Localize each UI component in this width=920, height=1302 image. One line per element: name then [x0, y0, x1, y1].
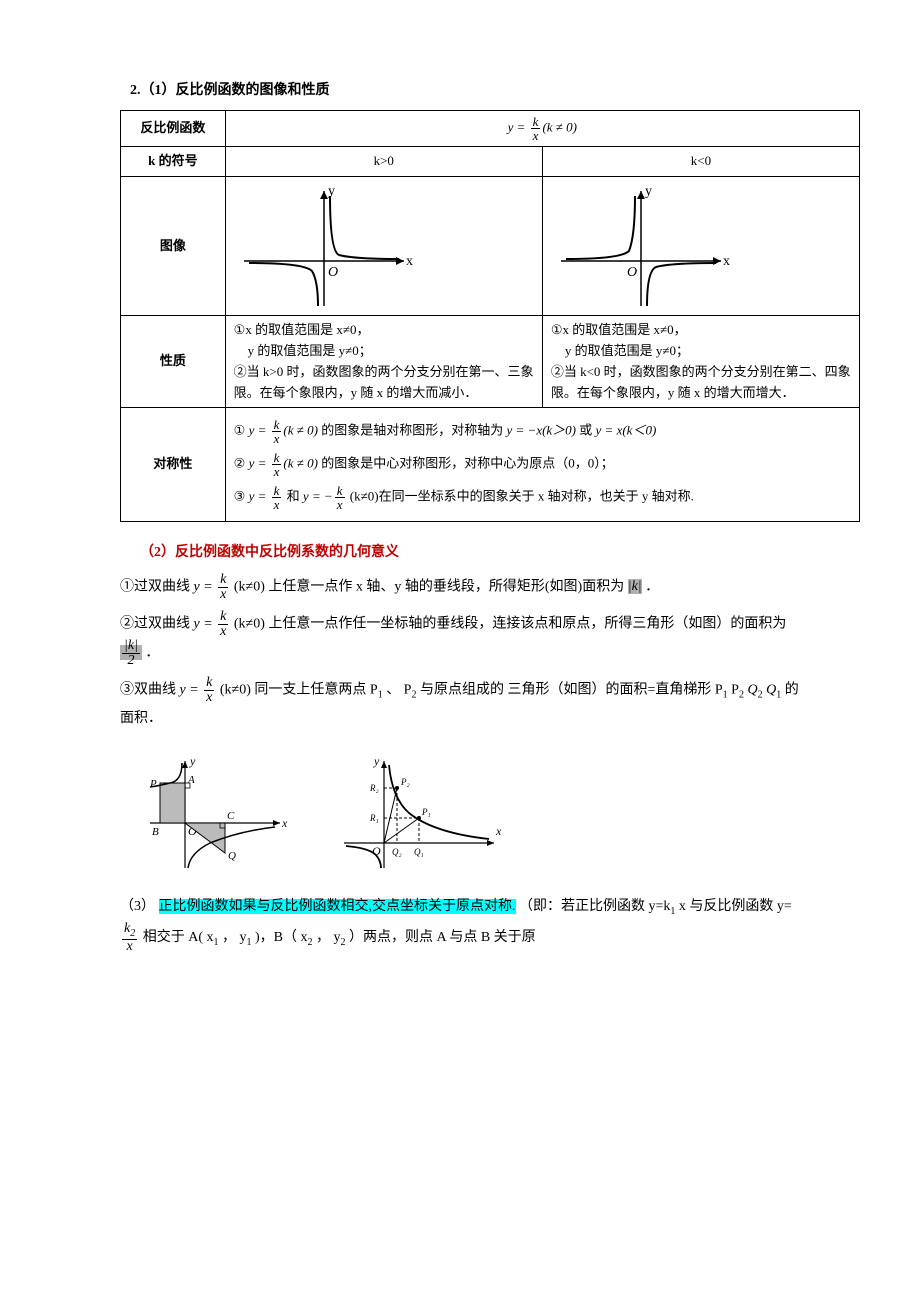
sym-line-1: ① y = kx(k ≠ 0) 的图象是轴对称图形，对称轴为 y = −x(k＞… — [234, 418, 851, 445]
graph-pos-cell: x y O — [225, 177, 542, 316]
abs-k-over-2-hl: |k|2 — [120, 645, 142, 660]
prop-neg: ①x 的取值范围是 x≠0， y 的取值范围是 y≠0； ②当 k<0 时，函数… — [542, 316, 859, 408]
prop-neg-3: ②当 k<0 时，函数图象的两个分支分别在第二、四象限。在每个象限内，y 随 x… — [551, 362, 851, 404]
prop-neg-1: ①x 的取值范围是 x≠0， — [551, 320, 851, 341]
section-3: （3） 正比例函数如果与反比例函数相交,交点坐标关于原点对称. （即：若正比例函… — [120, 893, 800, 954]
symmetry-cell: ① y = kx(k ≠ 0) 的图象是轴对称图形，对称轴为 y = −x(k＞… — [225, 408, 859, 522]
figure-trapezoid: x y O P₂ P₁ R₂ R₁ Q₂ Q₁ — [334, 753, 504, 873]
svg-text:Q₁: Q₁ — [414, 847, 424, 857]
svg-text:C: C — [227, 810, 235, 822]
svg-text:A: A — [187, 774, 195, 786]
svg-text:P₁: P₁ — [421, 807, 431, 817]
geom-line-2: ②过双曲线 y = kx (k≠0) 上任意一点作任一坐标轴的垂线段，连接该点和… — [120, 610, 800, 668]
prop-pos-3: ②当 k>0 时，函数图象的两个分支分别在第一、三象限。在每个象限内，y 随 x… — [234, 362, 534, 404]
graph-k-negative: x y O — [551, 181, 731, 311]
svg-text:y: y — [373, 754, 380, 768]
prop-pos: ①x 的取值范围是 x≠0， y 的取值范围是 y≠0； ②当 k>0 时，函数… — [225, 316, 542, 408]
svg-text:x: x — [281, 816, 288, 830]
row-sign-label: k 的符号 — [121, 147, 226, 177]
properties-table: 反比例函数 y = kx(k ≠ 0) k 的符号 k>0 k<0 图像 x y… — [120, 110, 860, 522]
section-3-highlight: 正比例函数如果与反比例函数相交,交点坐标关于原点对称. — [159, 899, 516, 914]
svg-text:R₁: R₁ — [369, 813, 379, 823]
sign-pos: k>0 — [225, 147, 542, 177]
svg-text:y: y — [645, 184, 652, 199]
prop-pos-2: y 的取值范围是 y≠0； — [234, 341, 534, 362]
figures-row: x y O P A B C Q x — [120, 743, 800, 883]
geom-line-1: ①过双曲线 y = kx (k≠0) 上任意一点作 x 轴、y 轴的垂线段，所得… — [120, 573, 800, 602]
formula-cell: y = kx(k ≠ 0) — [225, 111, 859, 147]
svg-text:x: x — [495, 824, 502, 838]
svg-text:O: O — [328, 265, 338, 280]
graph-neg-cell: x y O — [542, 177, 859, 316]
svg-text:x: x — [723, 254, 730, 269]
svg-text:Q: Q — [228, 850, 236, 862]
svg-text:x: x — [406, 254, 413, 269]
sym-line-2: ② y = kx(k ≠ 0) 的图象是中心对称图形，对称中心为原点（0，0）； — [234, 451, 851, 478]
svg-text:B: B — [152, 826, 159, 838]
section-2-2-title: （2）反比例函数中反比例系数的几何意义 — [140, 542, 840, 564]
figure-rectangle-triangle: x y O P A B C Q — [140, 753, 290, 873]
row-formula-label: 反比例函数 — [121, 111, 226, 147]
sym-line-3: ③ y = kx 和 y = −kx (k≠0)在同一坐标系中的图象关于 x 轴… — [234, 484, 851, 511]
graph-k-positive: x y O — [234, 181, 414, 311]
section-2-1-title: 2.（1）反比例函数的图像和性质 — [130, 80, 840, 102]
row-image-label: 图像 — [121, 177, 226, 316]
geom-line-3: ③双曲线 y = kx (k≠0) 同一支上任意两点 P1 、 P2 与原点组成… — [120, 676, 800, 734]
svg-text:Q₂: Q₂ — [392, 847, 402, 857]
svg-text:R₂: R₂ — [369, 783, 379, 793]
svg-text:O: O — [627, 265, 637, 280]
svg-text:P₂: P₂ — [400, 777, 410, 787]
row-symmetry-label: 对称性 — [121, 408, 226, 522]
row-property-label: 性质 — [121, 316, 226, 408]
svg-text:y: y — [189, 754, 196, 768]
prop-pos-1: ①x 的取值范围是 x≠0， — [234, 320, 534, 341]
sign-neg: k<0 — [542, 147, 859, 177]
prop-neg-2: y 的取值范围是 y≠0； — [551, 341, 851, 362]
abs-k-hl: |k| — [628, 579, 642, 594]
svg-text:P: P — [149, 778, 157, 790]
